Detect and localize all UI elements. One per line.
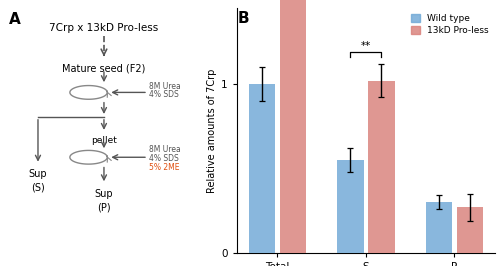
Text: 4% SDS: 4% SDS bbox=[149, 90, 179, 99]
Text: 4% SDS: 4% SDS bbox=[149, 154, 179, 163]
Text: (P): (P) bbox=[97, 202, 111, 213]
Bar bbox=[426, 202, 452, 253]
Bar bbox=[337, 160, 363, 253]
Bar bbox=[368, 81, 394, 253]
Text: A: A bbox=[10, 12, 21, 27]
Text: Sup: Sup bbox=[28, 169, 48, 180]
Bar bbox=[280, 0, 306, 253]
Text: 5% 2ME: 5% 2ME bbox=[149, 163, 180, 172]
Legend: Wild type, 13kD Pro-less: Wild type, 13kD Pro-less bbox=[409, 13, 490, 37]
Text: Mature seed (F2): Mature seed (F2) bbox=[62, 63, 146, 73]
Text: 8M Urea: 8M Urea bbox=[149, 82, 181, 91]
Text: B: B bbox=[238, 11, 249, 26]
Text: Sup: Sup bbox=[94, 189, 114, 199]
Bar bbox=[456, 207, 483, 253]
Text: **: ** bbox=[361, 41, 371, 51]
Text: (S): (S) bbox=[31, 183, 45, 193]
Text: 8M Urea: 8M Urea bbox=[149, 146, 181, 155]
Y-axis label: Relative amounts of 7Crp: Relative amounts of 7Crp bbox=[207, 68, 217, 193]
Text: 7Crp x 13kD Pro-less: 7Crp x 13kD Pro-less bbox=[50, 23, 158, 33]
Bar bbox=[248, 84, 275, 253]
Text: pellet: pellet bbox=[91, 136, 117, 146]
